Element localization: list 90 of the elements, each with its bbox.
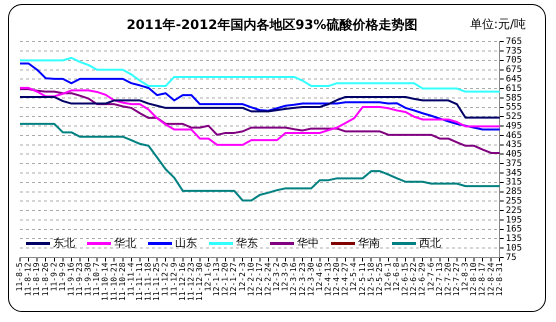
y-tick-label: 135 [506, 234, 522, 244]
x-tick-label: 11-10-21 [109, 262, 118, 301]
x-tick-label: 11-9-2 [49, 262, 58, 292]
x-tick-label: 11-10-14 [100, 262, 110, 301]
x-tick-label: 11-12-9 [169, 262, 178, 296]
x-tick-label: 12-8-17 [478, 262, 487, 296]
x-tick-label: 12-6-29 [418, 262, 427, 296]
x-tick-label: 11-11-18 [144, 262, 153, 301]
x-tick-label: 12-1-6 [204, 262, 213, 292]
legend-label: 华北 [114, 236, 136, 250]
x-tick-label: 11-9-30 [84, 262, 93, 296]
y-tick-label: 195 [506, 215, 522, 226]
x-tick-label: 12-6-22 [409, 262, 418, 296]
x-tick-label: 11-11-11 [135, 262, 144, 301]
y-tick-label: 165 [506, 224, 522, 235]
x-tick-label: 11-10-7 [92, 262, 102, 296]
x-tick-label: 12-2-24 [264, 262, 273, 296]
x-tick-label: 12-2-17 [254, 262, 264, 296]
x-tick-label: 12-5-4 [349, 262, 358, 292]
legend-label: 华中 [297, 236, 319, 250]
x-tick-label: 12-2-10 [246, 262, 256, 296]
x-tick-label: 12-6-15 [400, 262, 410, 296]
legend-label: 山东 [175, 236, 197, 250]
x-tick-label: 11-8-5 [15, 262, 24, 292]
x-tick-label: 11-8-26 [40, 262, 50, 296]
y-tick-label: 675 [506, 65, 522, 76]
x-tick-label: 12-1-13 [212, 262, 222, 296]
y-tick-label: 255 [506, 196, 522, 206]
x-tick-label: 12-7-20 [443, 262, 452, 296]
y-tick-label: 285 [506, 187, 522, 198]
y-tick-label: 645 [506, 74, 522, 84]
x-tick-label: 12-8-31 [494, 262, 504, 296]
y-tick-label: 765 [506, 36, 522, 47]
y-tick-label: 435 [506, 140, 522, 150]
y-tick-label: 405 [506, 150, 522, 160]
x-tick-label: 11-12-23 [186, 262, 196, 301]
y-tick-label: 75 [506, 252, 517, 263]
x-tick-label: 11-9-9 [58, 262, 67, 292]
y-tick-label: 555 [506, 102, 522, 113]
x-tick-label: 12-7-27 [452, 262, 461, 296]
y-tick-label: 495 [506, 121, 522, 132]
y-tick-label: 735 [506, 46, 522, 56]
x-tick-label: 11-9-23 [75, 262, 84, 296]
x-tick-label: 12-3-9 [280, 262, 290, 292]
y-tick-label: 345 [506, 168, 522, 178]
x-tick-label: 12-8-10 [469, 262, 478, 296]
x-tick-label: 12-4-13 [323, 262, 332, 296]
x-tick-label: 12-7-6 [426, 262, 436, 292]
legend-label: 西北 [419, 236, 441, 250]
x-tick-label: 12-8-3 [460, 262, 470, 292]
y-tick-label: 525 [506, 112, 522, 122]
x-tick-label: 11-12-2 [160, 262, 170, 296]
x-tick-label: 12-4-27 [340, 262, 350, 296]
legend-label: 华东 [236, 236, 258, 250]
y-tick-label: 225 [506, 206, 522, 216]
x-tick-label: 11-8-12 [24, 262, 33, 296]
x-tick-label: 11-9-16 [66, 262, 76, 296]
x-tick-label: 11-12-16 [178, 262, 187, 301]
x-tick-label: 12-3-16 [289, 262, 298, 296]
y-tick-label: 705 [506, 56, 522, 66]
x-tick-label: 12-3-30 [306, 262, 316, 296]
x-tick-label: 12-1-20 [220, 262, 230, 296]
x-tick-label: 11-10-28 [118, 262, 127, 301]
x-tick-label: 12-3-23 [298, 262, 307, 296]
y-tick-label: 315 [506, 178, 522, 188]
y-tick-label: 105 [506, 243, 522, 254]
x-tick-label: 11-11-25 [152, 262, 162, 301]
x-tick-label: 11-8-19 [32, 262, 42, 296]
x-tick-label: 12-6-1 [383, 262, 392, 292]
x-tick-label: 12-5-25 [374, 262, 384, 296]
x-tick-label: 12-2-3 [238, 262, 247, 292]
x-tick-label: 12-5-18 [366, 262, 376, 296]
x-tick-label: 12-4-20 [332, 262, 342, 296]
y-tick-label: 465 [506, 130, 522, 141]
x-tick-label: 12-6-8 [392, 262, 402, 292]
x-tick-label: 11-11-4 [126, 262, 136, 296]
x-tick-label: 12-8-24 [486, 262, 496, 296]
x-tick-label: 12-1-27 [229, 262, 238, 296]
y-tick-label: 615 [506, 84, 522, 94]
x-tick-label: 11-12-30 [194, 262, 204, 301]
y-tick-label: 585 [506, 93, 522, 104]
text: 单位:元/吨 [470, 17, 526, 32]
x-tick-label: 12-4-6 [314, 262, 324, 292]
x-tick-label: 12-3-2 [272, 262, 282, 292]
legend-label: 东北 [53, 236, 75, 250]
legend-label: 华南 [358, 236, 380, 250]
x-tick-label: 12-5-11 [358, 262, 367, 296]
y-tick-label: 375 [506, 158, 522, 169]
x-tick-label: 12-7-13 [434, 262, 444, 296]
chart-title: 2011年-2012年国内各地区93%硫酸价格走势图 [126, 17, 418, 34]
